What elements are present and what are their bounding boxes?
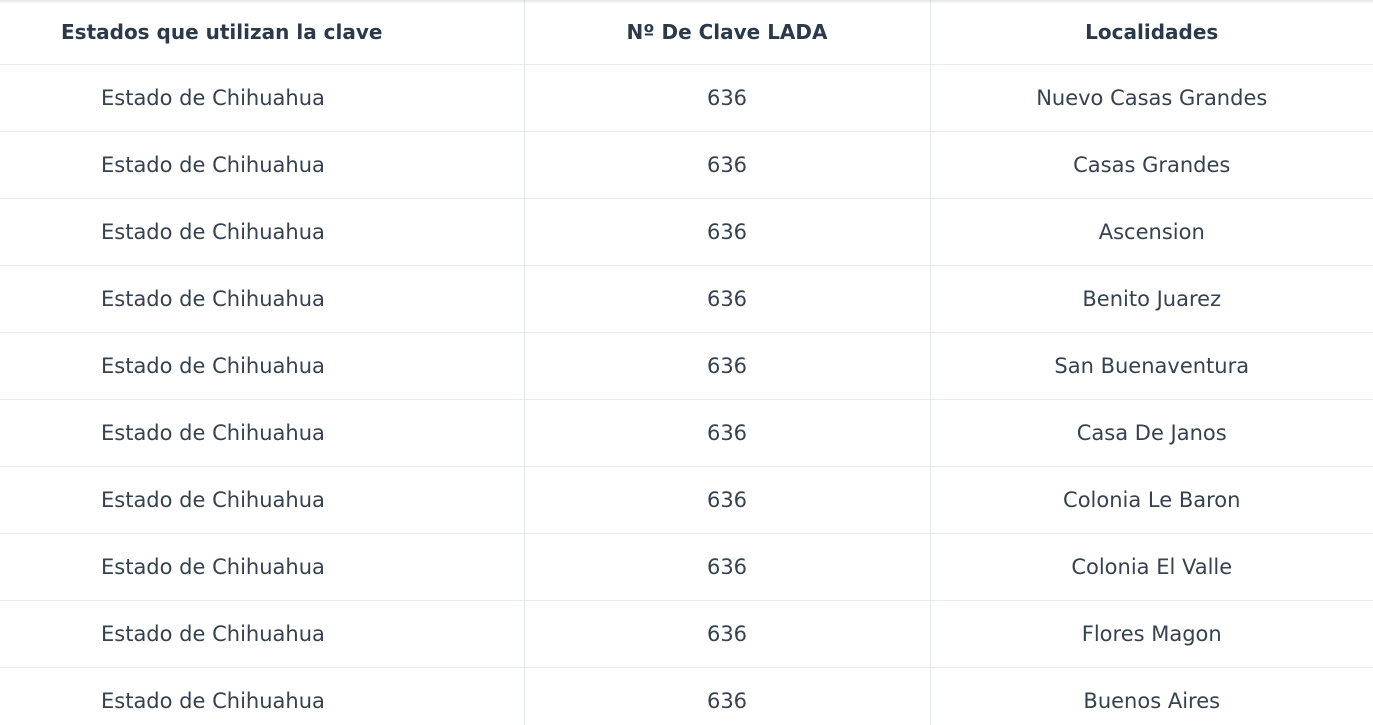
header-localidades: Localidades — [929, 0, 1373, 65]
cell-localidad: Benito Juarez — [929, 265, 1373, 333]
table-row: Estado de Chihuahua 636 Buenos Aires — [0, 667, 1373, 725]
cell-localidad: Nuevo Casas Grandes — [929, 64, 1373, 132]
cell-localidad: Ascension — [929, 198, 1373, 266]
table-row: Estado de Chihuahua 636 Flores Magon — [0, 600, 1373, 668]
cell-estado: Estado de Chihuahua — [0, 198, 524, 266]
table-row: Estado de Chihuahua 636 Benito Juarez — [0, 265, 1373, 333]
table-row: Estado de Chihuahua 636 San Buenaventura — [0, 332, 1373, 400]
cell-estado: Estado de Chihuahua — [0, 600, 524, 668]
header-row: Estados que utilizan la clave Nº De Clav… — [0, 0, 1373, 65]
table-row: Estado de Chihuahua 636 Colonia El Valle — [0, 533, 1373, 601]
cell-localidad: Casa De Janos — [929, 399, 1373, 467]
cell-estado: Estado de Chihuahua — [0, 265, 524, 333]
cell-clave: 636 — [523, 332, 930, 400]
cell-localidad: Flores Magon — [929, 600, 1373, 668]
cell-estado: Estado de Chihuahua — [0, 667, 524, 725]
cell-clave: 636 — [523, 131, 930, 199]
cell-clave: 636 — [523, 533, 930, 601]
cell-estado: Estado de Chihuahua — [0, 466, 524, 534]
cell-clave: 636 — [523, 265, 930, 333]
table-row: Estado de Chihuahua 636 Ascension — [0, 198, 1373, 266]
cell-clave: 636 — [523, 667, 930, 725]
top-shadow — [0, 0, 1373, 4]
table-body: Estado de Chihuahua 636 Nuevo Casas Gran… — [0, 64, 1373, 725]
cell-localidad: Colonia Le Baron — [929, 466, 1373, 534]
cell-estado: Estado de Chihuahua — [0, 332, 524, 400]
table-row: Estado de Chihuahua 636 Casas Grandes — [0, 131, 1373, 199]
cell-clave: 636 — [523, 466, 930, 534]
cell-localidad: Colonia El Valle — [929, 533, 1373, 601]
cell-localidad: Buenos Aires — [929, 667, 1373, 725]
cell-clave: 636 — [523, 399, 930, 467]
cell-estado: Estado de Chihuahua — [0, 399, 524, 467]
table-row: Estado de Chihuahua 636 Nuevo Casas Gran… — [0, 64, 1373, 132]
cell-localidad: San Buenaventura — [929, 332, 1373, 400]
cell-estado: Estado de Chihuahua — [0, 64, 524, 132]
table-row: Estado de Chihuahua 636 Colonia Le Baron — [0, 466, 1373, 534]
cell-clave: 636 — [523, 64, 930, 132]
table-header: Estados que utilizan la clave Nº De Clav… — [0, 0, 1373, 65]
cell-clave: 636 — [523, 198, 930, 266]
cell-localidad: Casas Grandes — [929, 131, 1373, 199]
cell-estado: Estado de Chihuahua — [0, 533, 524, 601]
header-estados: Estados que utilizan la clave — [0, 0, 524, 65]
header-clave-lada: Nº De Clave LADA — [523, 0, 930, 65]
table-row: Estado de Chihuahua 636 Casa De Janos — [0, 399, 1373, 467]
cell-clave: 636 — [523, 600, 930, 668]
cell-estado: Estado de Chihuahua — [0, 131, 524, 199]
